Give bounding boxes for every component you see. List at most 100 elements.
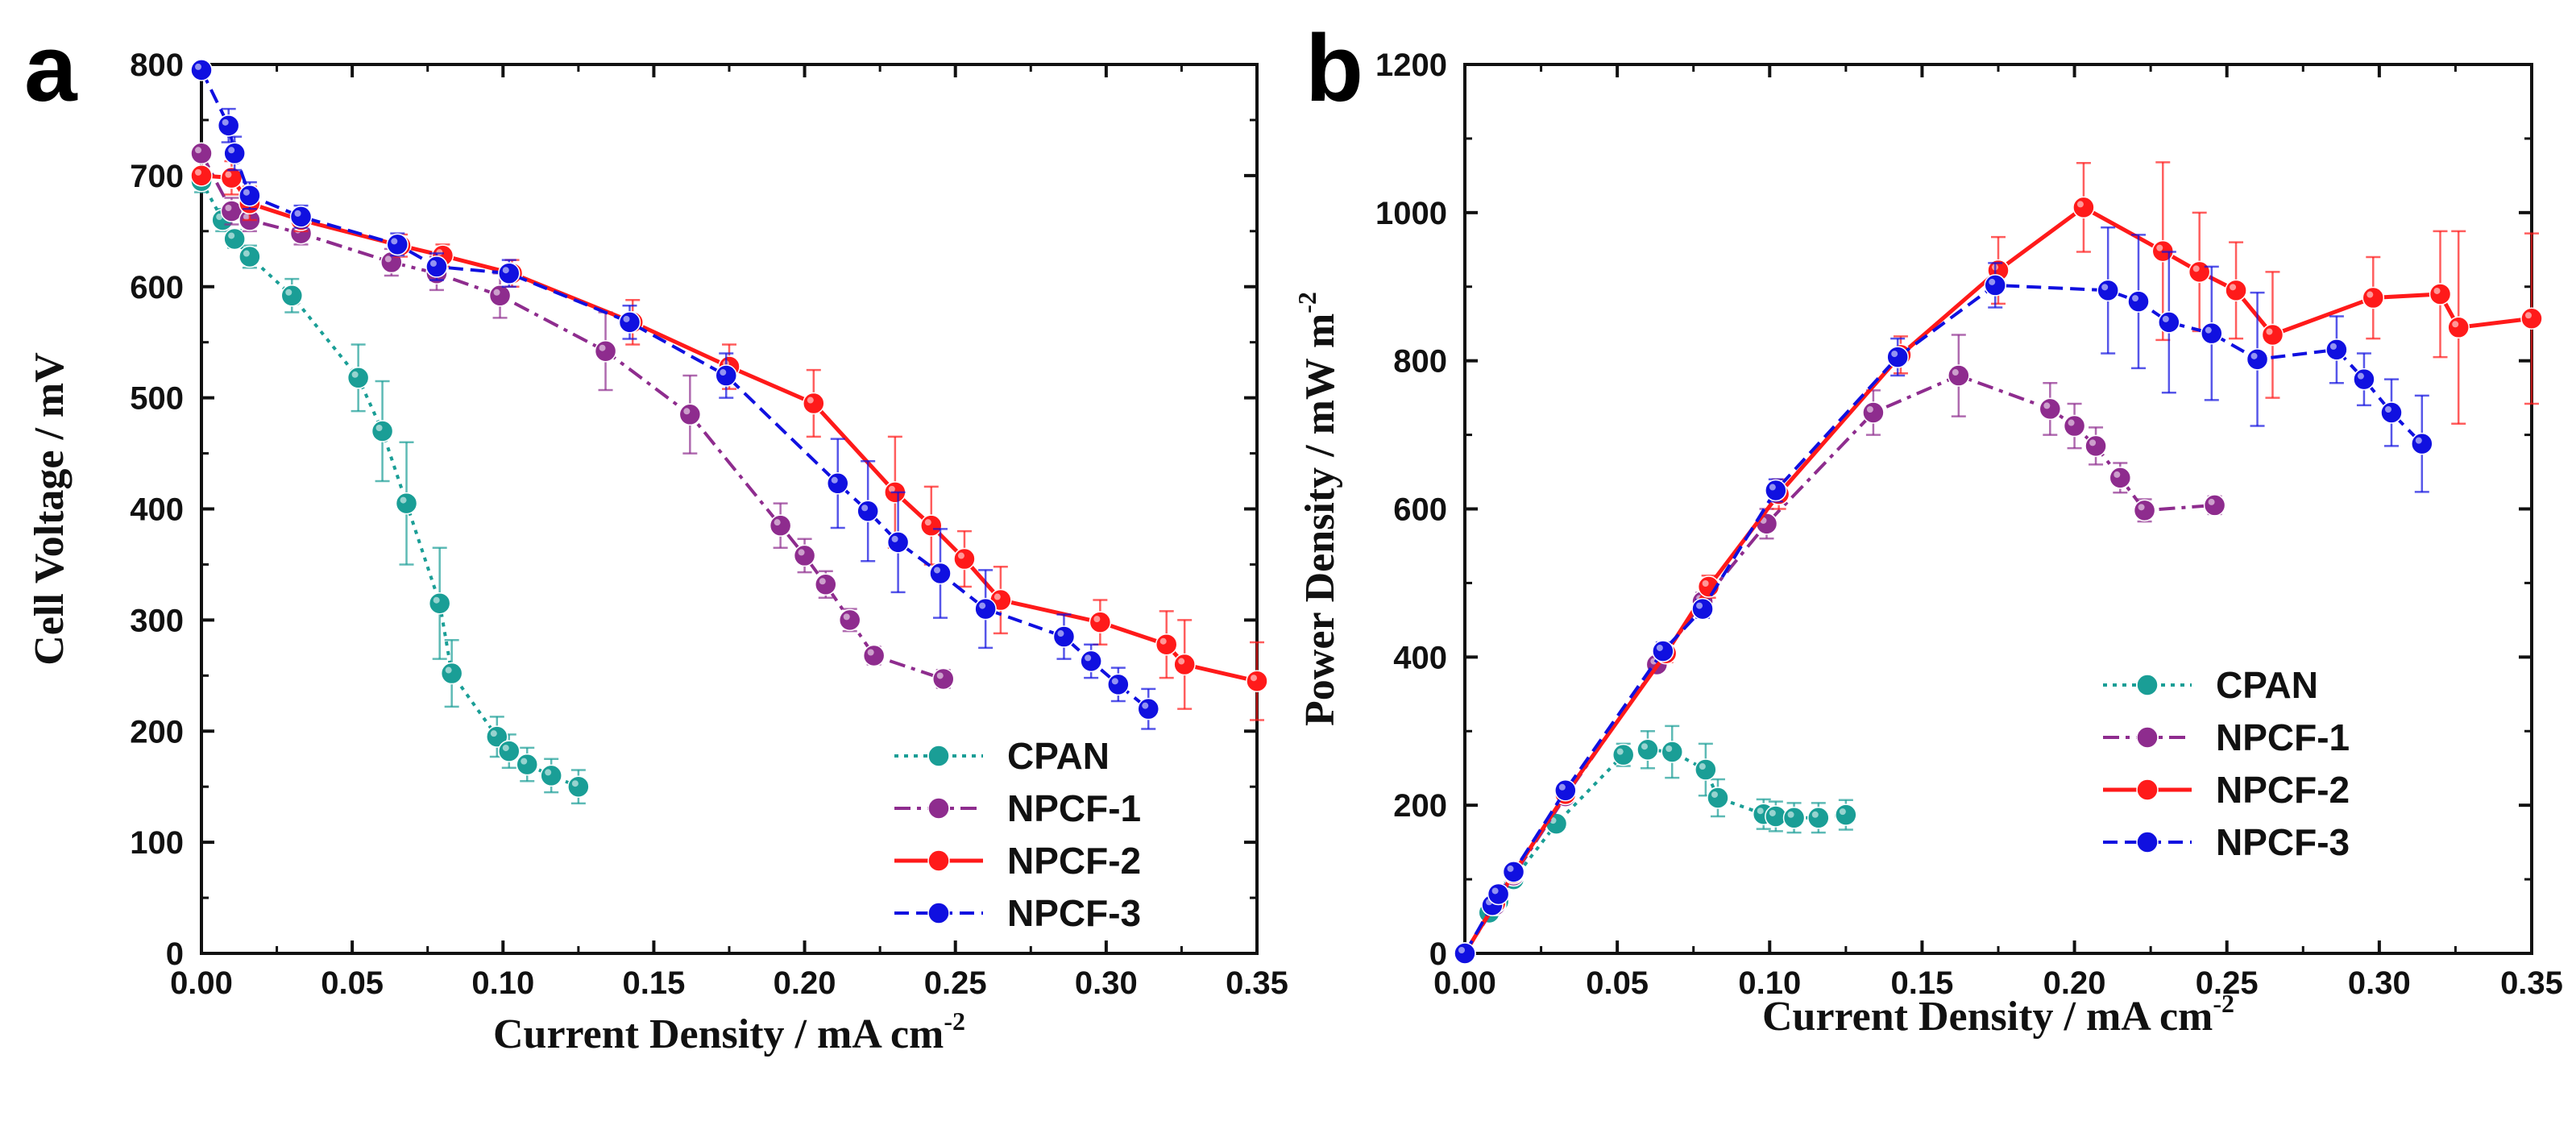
y-axis-title: Power Density / mW m-2 bbox=[1292, 292, 1343, 726]
legend-entry-cpan: CPAN bbox=[2103, 664, 2318, 706]
data-point bbox=[793, 544, 816, 567]
data-point bbox=[838, 608, 861, 632]
data-point bbox=[1137, 697, 1160, 720]
data-point bbox=[1107, 673, 1130, 696]
legend-entry-npcf-2: NPCF-2 bbox=[2103, 769, 2350, 811]
data-point-highlight bbox=[843, 613, 850, 621]
data-point bbox=[289, 206, 313, 228]
data-point-highlight bbox=[228, 147, 235, 154]
legend-label: NPCF-1 bbox=[1007, 787, 1141, 829]
data-point-highlight bbox=[2162, 315, 2169, 322]
legend-marker bbox=[927, 902, 950, 924]
data-point-highlight bbox=[1111, 678, 1118, 685]
data-point-highlight bbox=[195, 147, 201, 154]
data-point-highlight bbox=[891, 535, 898, 542]
data-point-highlight bbox=[429, 259, 437, 267]
data-point bbox=[2158, 311, 2180, 334]
data-point bbox=[1454, 942, 1476, 965]
data-point-highlight bbox=[1142, 702, 1149, 709]
data-point bbox=[540, 764, 562, 787]
data-point bbox=[1691, 597, 1714, 621]
legend-label: CPAN bbox=[2216, 664, 2318, 706]
data-point bbox=[2225, 279, 2247, 302]
data-point-highlight bbox=[225, 171, 232, 178]
x-axis-title: Current Density / mA cm-2 bbox=[493, 1007, 965, 1057]
data-point-highlight bbox=[2192, 265, 2200, 272]
data-point-highlight bbox=[1558, 783, 1566, 791]
data-point-highlight bbox=[1769, 484, 1776, 491]
data-point-highlight bbox=[2329, 343, 2337, 350]
series-npcf-3 bbox=[1454, 226, 2433, 965]
data-point bbox=[2188, 260, 2211, 284]
data-point bbox=[223, 227, 246, 251]
data-point bbox=[2380, 401, 2403, 424]
data-point bbox=[223, 142, 246, 165]
data-point bbox=[974, 597, 997, 621]
data-point-highlight bbox=[294, 210, 301, 217]
data-point-highlight bbox=[2384, 406, 2391, 413]
y-tick-label: 1000 bbox=[1375, 196, 1447, 231]
data-point bbox=[1948, 364, 1970, 387]
data-point-highlight bbox=[375, 424, 383, 431]
data-point-highlight bbox=[2138, 504, 2145, 511]
data-point bbox=[280, 284, 304, 307]
data-point-highlight bbox=[831, 476, 838, 484]
data-point bbox=[2411, 432, 2433, 455]
data-point-highlight bbox=[1507, 865, 1514, 872]
data-point bbox=[425, 255, 448, 278]
data-point-highlight bbox=[195, 63, 201, 70]
data-point-highlight bbox=[1787, 811, 1794, 818]
legend-label: NPCF-1 bbox=[2216, 716, 2350, 758]
legend-entry-npcf-3: NPCF-3 bbox=[2103, 821, 2350, 863]
x-tick-label: 0.30 bbox=[2348, 965, 2411, 1001]
series-npcf-2 bbox=[190, 160, 1268, 721]
data-point-highlight bbox=[2266, 328, 2273, 335]
data-point bbox=[2133, 499, 2156, 522]
legend-marker bbox=[927, 797, 950, 820]
x-tick-label: 0.20 bbox=[2043, 965, 2106, 1001]
data-point bbox=[715, 364, 738, 387]
data-point bbox=[2063, 414, 2086, 438]
x-tick-label: 0.25 bbox=[2196, 965, 2259, 1001]
legend-marker bbox=[927, 849, 950, 872]
legend-marker bbox=[2136, 726, 2159, 749]
y-tick-label: 100 bbox=[130, 825, 184, 861]
data-point-highlight bbox=[2452, 321, 2459, 328]
data-point bbox=[567, 775, 590, 798]
series-npcf-1 bbox=[1454, 334, 2226, 965]
data-point bbox=[1246, 670, 1268, 692]
data-point bbox=[618, 311, 641, 334]
y-tick-label: 0 bbox=[166, 936, 184, 972]
data-point bbox=[2429, 283, 2452, 305]
data-point-highlight bbox=[445, 666, 452, 674]
x-tick-label: 0.35 bbox=[2500, 965, 2563, 1001]
x-axis-title-text: Current Density / mA cm bbox=[493, 1011, 944, 1057]
data-point bbox=[1984, 274, 2006, 297]
data-point-highlight bbox=[934, 567, 940, 574]
data-point bbox=[428, 592, 451, 615]
series-line bbox=[1463, 373, 2215, 955]
legend-marker bbox=[2136, 778, 2159, 801]
data-point-highlight bbox=[888, 485, 895, 492]
data-point bbox=[386, 233, 409, 256]
x-axis-title-superscript: -2 bbox=[944, 1007, 965, 1036]
data-point bbox=[929, 562, 952, 585]
x-tick-label: 0.00 bbox=[170, 965, 233, 1001]
data-point bbox=[2084, 434, 2107, 458]
legend-entry-npcf-1: NPCF-1 bbox=[2103, 716, 2350, 758]
data-point bbox=[953, 547, 976, 571]
data-point-highlight bbox=[493, 289, 500, 296]
data-point-highlight bbox=[979, 602, 986, 609]
data-point bbox=[2261, 323, 2284, 347]
x-tick-label: 0.30 bbox=[1075, 965, 1138, 1001]
y-axis-title: Cell Voltage / mV bbox=[27, 352, 73, 666]
data-point bbox=[190, 142, 213, 165]
series-cpan bbox=[1454, 724, 1857, 965]
data-point-highlight bbox=[1616, 748, 1624, 755]
series-line bbox=[1462, 205, 2532, 955]
y-tick-label: 1200 bbox=[1375, 48, 1447, 83]
data-point-highlight bbox=[1699, 763, 1706, 770]
data-point bbox=[678, 403, 702, 426]
data-point-highlight bbox=[2433, 287, 2441, 294]
y-tick-label: 200 bbox=[130, 714, 184, 749]
